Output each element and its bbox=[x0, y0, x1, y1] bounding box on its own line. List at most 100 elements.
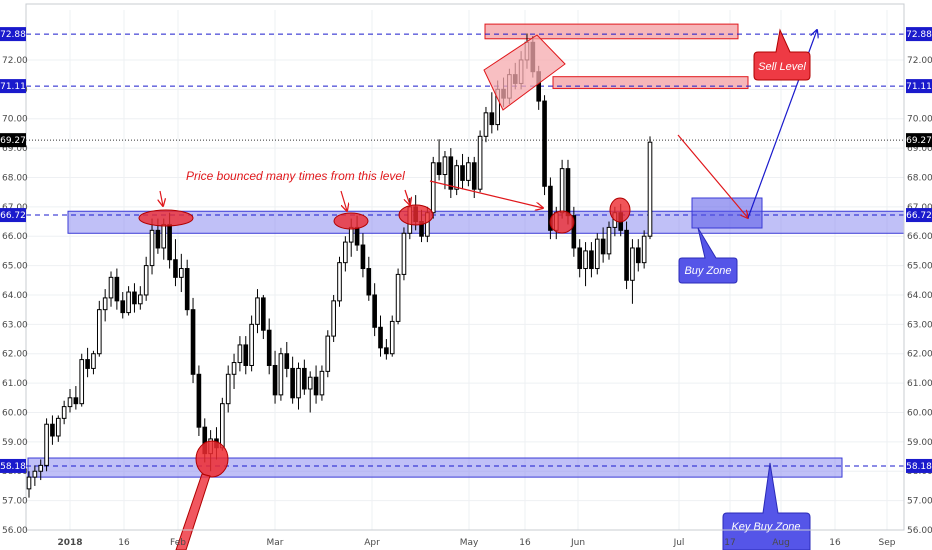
candle-body bbox=[384, 347, 389, 355]
badge-bg bbox=[906, 79, 932, 94]
candle bbox=[448, 148, 454, 199]
candle-body bbox=[237, 344, 243, 364]
candle-body bbox=[565, 168, 571, 217]
candle-body bbox=[454, 165, 459, 190]
candle bbox=[261, 294, 266, 340]
y-tick-left: 68.00 bbox=[2, 173, 28, 183]
x-tick: 17 bbox=[724, 538, 735, 548]
candle bbox=[331, 294, 336, 342]
candle-body bbox=[266, 329, 272, 366]
candle bbox=[73, 386, 79, 410]
candle bbox=[190, 297, 196, 384]
candle-body bbox=[630, 247, 635, 281]
badge-bg bbox=[906, 133, 932, 148]
candle bbox=[436, 139, 442, 181]
candle bbox=[430, 156, 436, 219]
y-tick-left: 63.00 bbox=[2, 320, 28, 330]
badge-bg bbox=[0, 458, 26, 473]
x-tick: 2018 bbox=[57, 538, 82, 548]
candle bbox=[296, 362, 301, 410]
candle bbox=[630, 239, 635, 304]
candle-body bbox=[249, 323, 254, 366]
candle-body bbox=[284, 353, 290, 369]
badge-bg bbox=[906, 208, 932, 223]
badge-bg bbox=[0, 133, 26, 148]
candle-body bbox=[401, 232, 407, 275]
candle-body bbox=[389, 320, 395, 355]
candle bbox=[243, 336, 249, 375]
buy-zone-label: Buy Zone bbox=[684, 265, 731, 277]
candle-body bbox=[542, 100, 547, 187]
candle bbox=[319, 365, 325, 401]
y-tick-left: 59.00 bbox=[2, 438, 28, 448]
grid bbox=[26, 10, 904, 531]
candle-body bbox=[635, 247, 641, 264]
candle-body bbox=[378, 326, 383, 349]
candle-body bbox=[114, 276, 120, 302]
candle-body bbox=[161, 223, 167, 249]
candle-body bbox=[589, 250, 594, 270]
buy-zone-box bbox=[691, 197, 763, 229]
candle-body bbox=[220, 403, 225, 449]
x-tick: Jul bbox=[673, 538, 685, 548]
candle-body bbox=[372, 294, 377, 328]
y-tick-right: 63.00 bbox=[907, 320, 932, 330]
badge-bg bbox=[906, 27, 932, 42]
price-badge-left: 71.11 bbox=[0, 79, 26, 94]
candle bbox=[102, 289, 108, 322]
badge-value: 72.88 bbox=[906, 30, 932, 40]
y-tick-right: 59.00 bbox=[907, 438, 932, 448]
candle-body bbox=[91, 353, 96, 369]
y-tick-right: 69.00 bbox=[907, 144, 932, 154]
candle-body bbox=[337, 262, 342, 302]
candle bbox=[466, 156, 471, 187]
candle bbox=[237, 336, 243, 372]
candle-body bbox=[319, 370, 325, 396]
candle bbox=[120, 292, 126, 319]
candle-body bbox=[331, 300, 336, 337]
candle-body bbox=[26, 476, 32, 490]
badge-value: 71.11 bbox=[0, 82, 26, 92]
candle bbox=[559, 159, 565, 219]
y-tick-right: 56.00 bbox=[907, 526, 932, 536]
overlays: Price bounced many times from this level… bbox=[138, 30, 817, 550]
y-tick-left: 65.00 bbox=[2, 262, 28, 272]
x-tick: 16 bbox=[829, 538, 841, 548]
note-text: Price bounced many times from this level bbox=[186, 169, 405, 183]
candle bbox=[635, 239, 641, 272]
candle bbox=[143, 256, 149, 301]
candle-body bbox=[466, 162, 471, 181]
candle bbox=[50, 415, 55, 445]
candle bbox=[624, 221, 629, 290]
candle-body bbox=[120, 300, 126, 314]
x-tick: 16 bbox=[519, 538, 531, 548]
candle-body bbox=[395, 273, 401, 322]
price-badge-right: 71.11 bbox=[906, 79, 932, 94]
y-tick-left: 62.00 bbox=[2, 350, 28, 360]
candle bbox=[583, 242, 588, 287]
price-badge-right: 69.27 bbox=[906, 133, 932, 148]
candle-body bbox=[38, 464, 44, 472]
candle-body bbox=[313, 376, 319, 396]
badge-value: 69.27 bbox=[906, 136, 932, 146]
y-tick-right: 67.00 bbox=[907, 203, 932, 213]
buy-zone-callout bbox=[678, 227, 738, 284]
key-bounce-circle bbox=[195, 440, 229, 478]
key-buy-zone-band bbox=[27, 457, 843, 478]
candle bbox=[55, 415, 61, 442]
candle-body bbox=[261, 297, 266, 331]
candle-body bbox=[32, 470, 38, 478]
candle bbox=[571, 206, 577, 257]
candle-body bbox=[272, 364, 278, 396]
candle bbox=[290, 356, 295, 404]
bounce-circle-4 bbox=[609, 197, 631, 223]
x-tick: Mar bbox=[267, 538, 284, 548]
candle bbox=[477, 130, 483, 193]
y-tick-right: 72.00 bbox=[907, 56, 932, 66]
candle bbox=[196, 365, 202, 436]
candle-body bbox=[360, 244, 366, 270]
candle bbox=[272, 350, 278, 404]
price-badge-left: 66.72 bbox=[0, 208, 26, 223]
candle bbox=[460, 153, 465, 190]
